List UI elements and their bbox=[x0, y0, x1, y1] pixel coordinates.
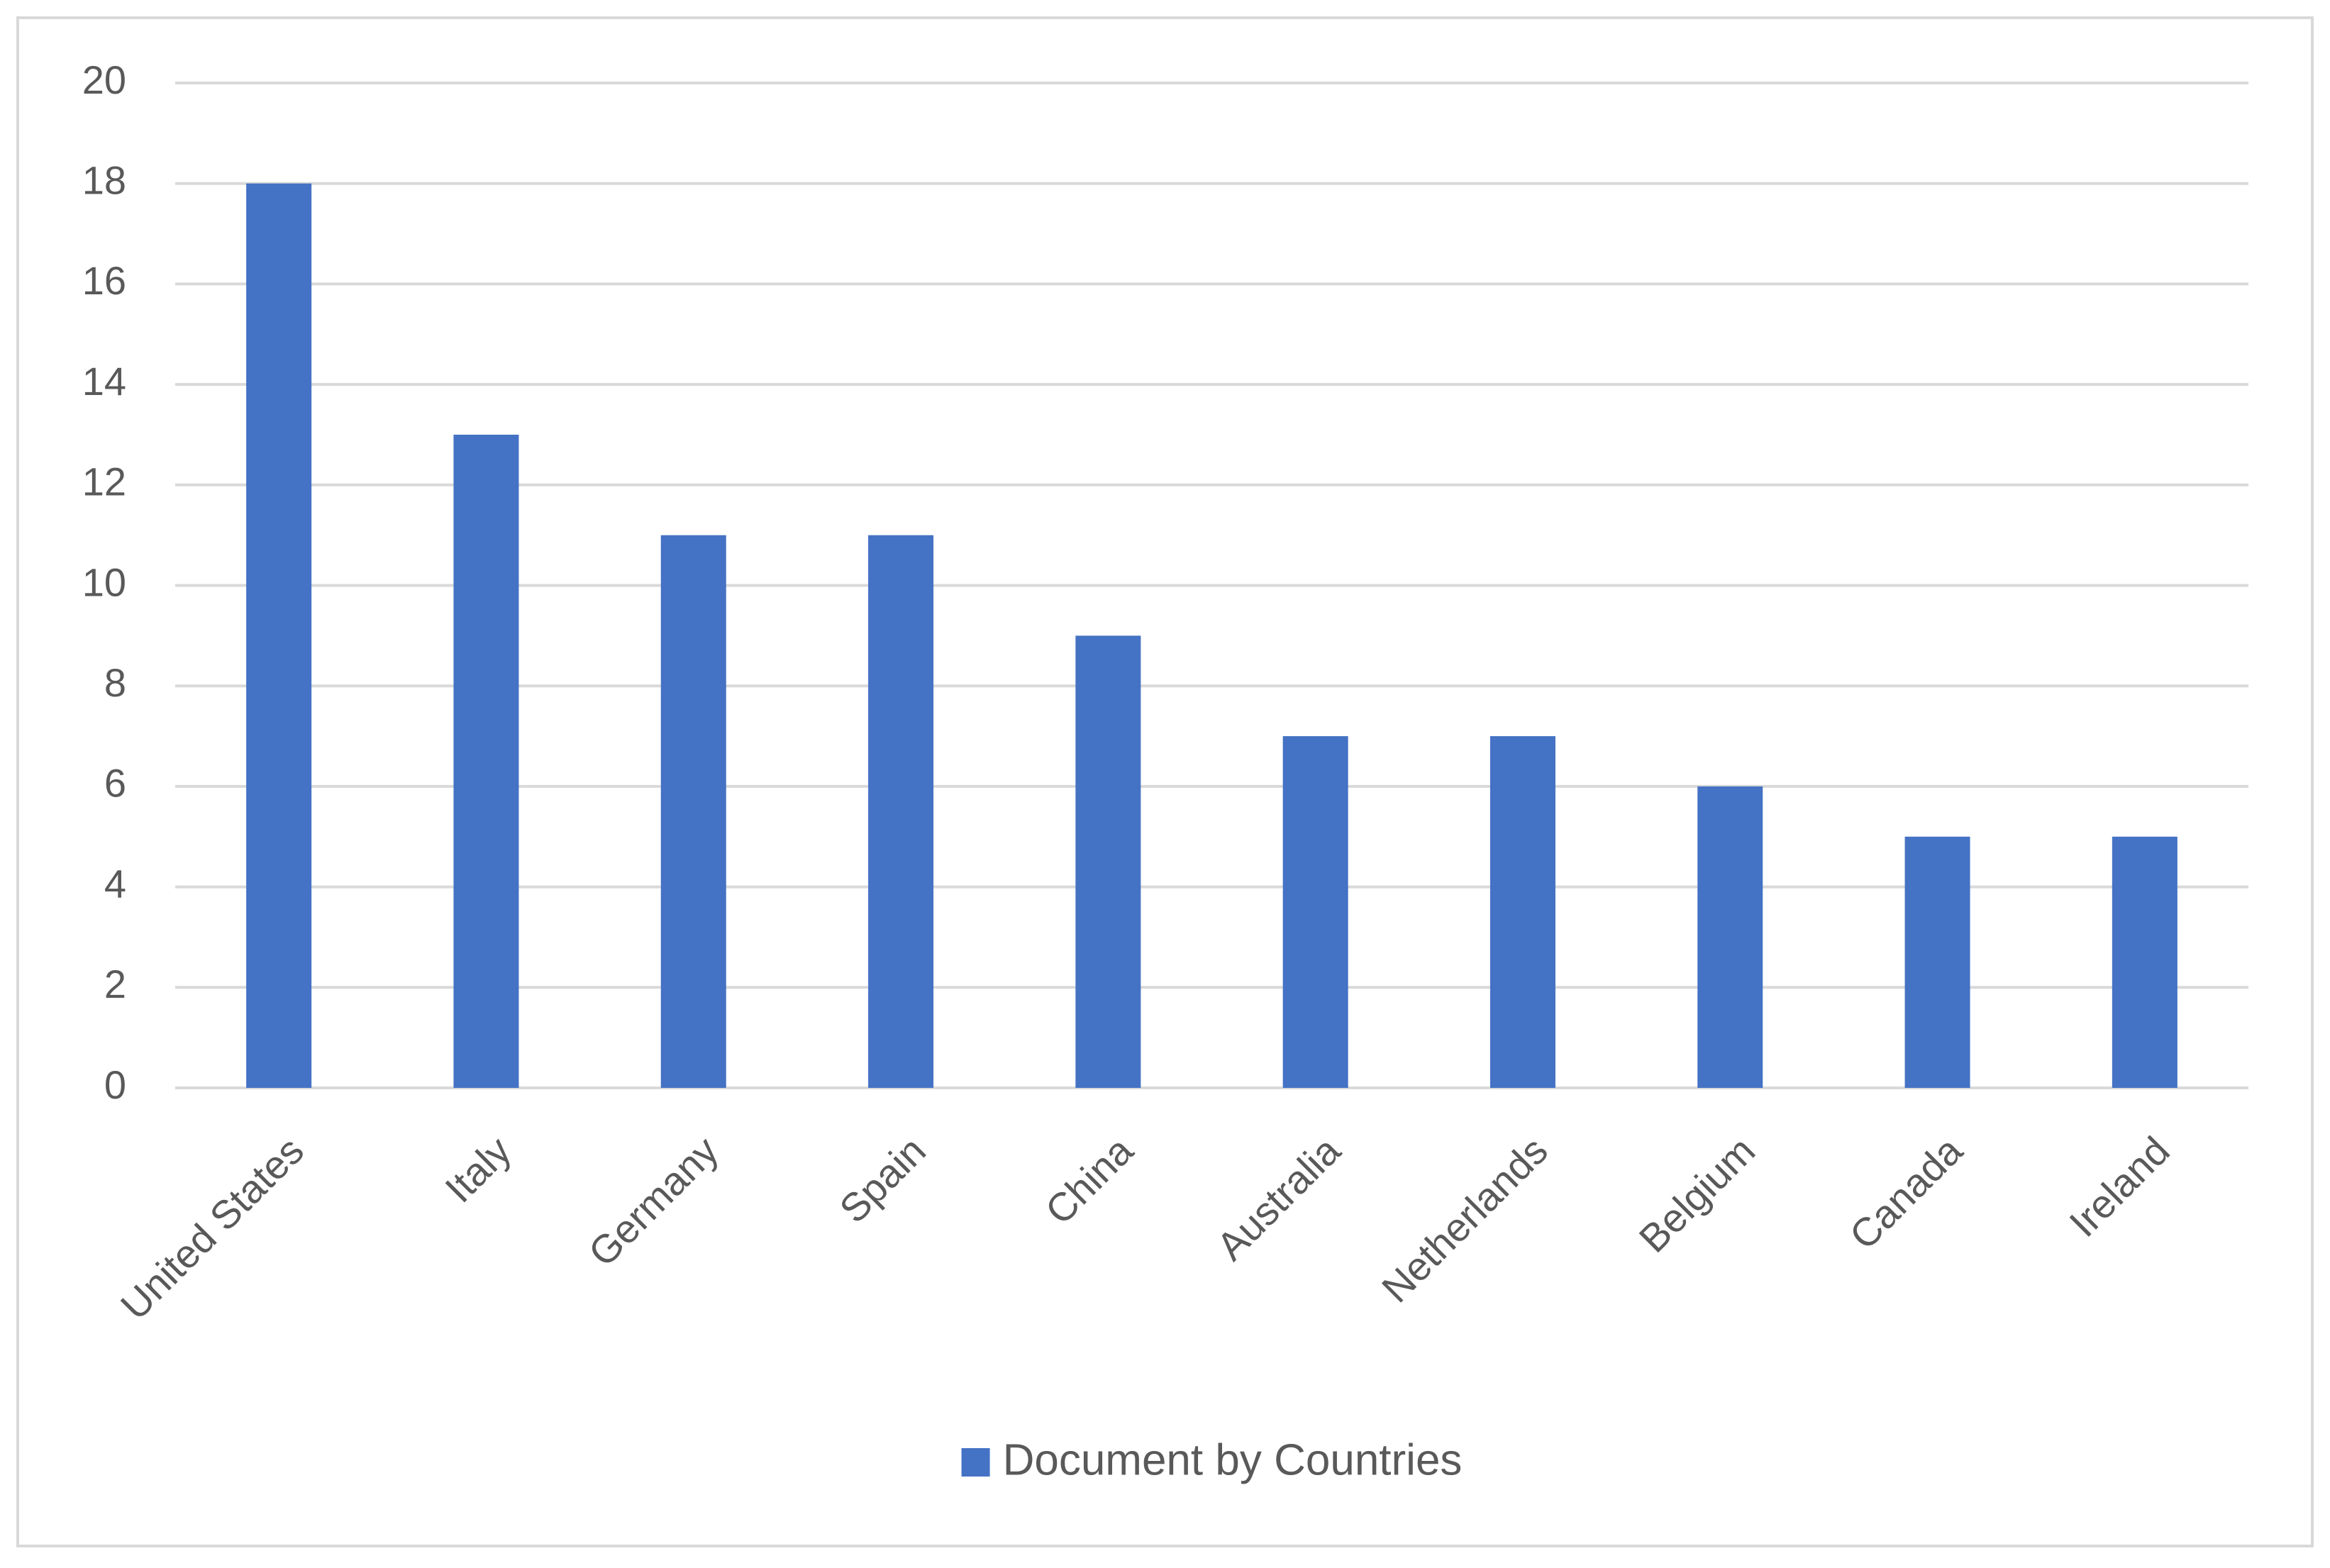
legend-swatch bbox=[961, 1448, 990, 1477]
legend-label: Document by Countries bbox=[1003, 1435, 1463, 1484]
bar bbox=[1904, 836, 1970, 1088]
y-tick-label: 14 bbox=[82, 359, 126, 404]
y-tick-label: 2 bbox=[104, 962, 126, 1006]
bar bbox=[868, 535, 934, 1088]
bar bbox=[660, 535, 726, 1088]
bar bbox=[246, 183, 312, 1089]
y-tick-label: 16 bbox=[82, 258, 126, 303]
y-tick-label: 0 bbox=[104, 1062, 126, 1107]
bar bbox=[1075, 635, 1141, 1088]
bar bbox=[1489, 736, 1555, 1088]
bar bbox=[1697, 786, 1763, 1088]
chart-border bbox=[16, 16, 2314, 1547]
y-tick-label: 4 bbox=[104, 861, 126, 906]
bar bbox=[2112, 836, 2178, 1088]
y-tick-label: 20 bbox=[82, 57, 126, 102]
y-tick-label: 10 bbox=[82, 560, 126, 604]
legend: Document by Countries bbox=[961, 1435, 1463, 1484]
y-tick-label: 8 bbox=[104, 660, 126, 705]
y-tick-label: 6 bbox=[104, 761, 126, 806]
y-tick-label: 12 bbox=[82, 460, 126, 504]
bar bbox=[1282, 736, 1348, 1088]
y-tick-label: 18 bbox=[82, 157, 126, 202]
bar bbox=[453, 434, 519, 1088]
